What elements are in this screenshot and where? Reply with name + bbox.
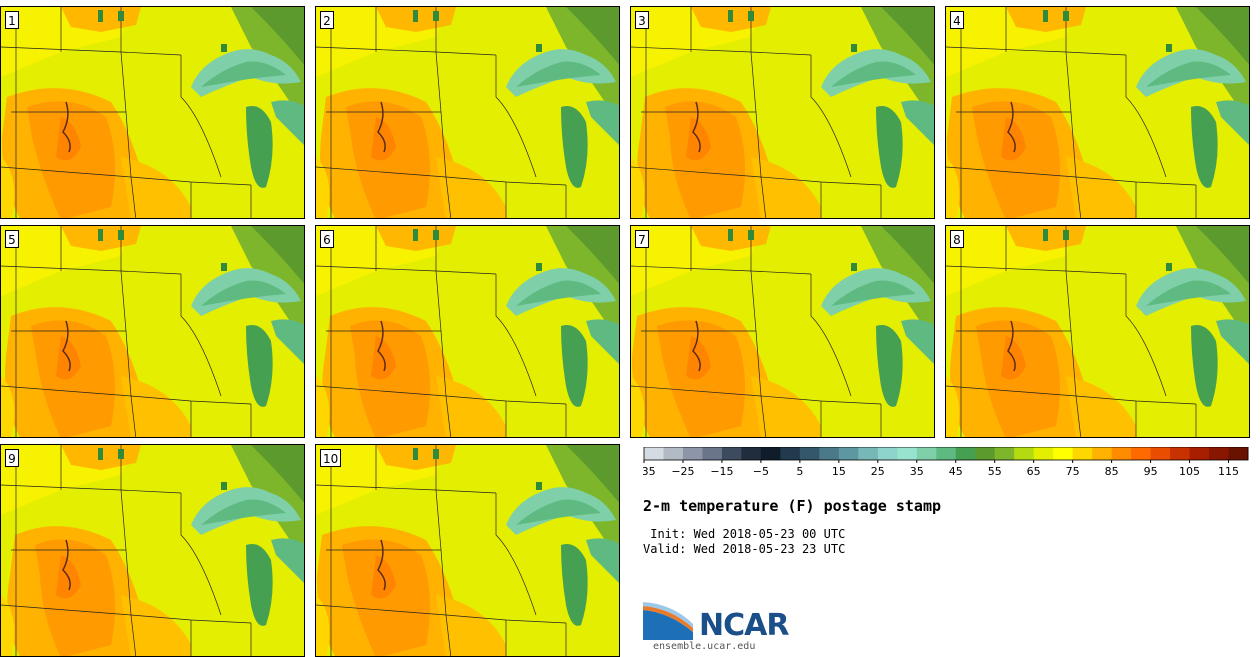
- colorbar-tick-label: 75: [1066, 465, 1080, 478]
- colorbar-tick-label: 85: [1105, 465, 1119, 478]
- colorbar-segment: [1131, 447, 1152, 460]
- panel-number: 9: [5, 449, 19, 467]
- colorbar-tick-label: 35: [910, 465, 924, 478]
- colorbar-tick-label: 55: [988, 465, 1002, 478]
- colorbar-segment: [1014, 447, 1035, 460]
- panel-number: 1: [5, 11, 19, 29]
- colorbar-segment: [780, 447, 801, 460]
- colorbar-tick-label: 5: [796, 465, 803, 478]
- chart-title: 2-m temperature (F) postage stamp: [643, 497, 942, 515]
- colorbar-segment: [1111, 447, 1132, 460]
- panel-number: 10: [320, 449, 342, 467]
- colorbar-segment: [799, 447, 820, 460]
- colorbar-segment: [916, 447, 937, 460]
- panel-number: 6: [320, 230, 334, 248]
- colorbar-tick-label: 95: [1144, 465, 1158, 478]
- init-time: Init: Wed 2018-05-23 00 UTC: [643, 527, 846, 541]
- colorbar-segment: [721, 447, 742, 460]
- colorbar-segment: [1209, 447, 1230, 460]
- panel-number: 2: [320, 11, 334, 29]
- colorbar-segment: [702, 447, 723, 460]
- ncar-logo-text: NCAR: [699, 608, 789, 643]
- colorbar-segment: [1170, 447, 1191, 460]
- colorbar-tick-label: 25: [871, 465, 885, 478]
- map-panel-3: 3: [630, 6, 935, 219]
- colorbar-tick-label: 65: [1027, 465, 1041, 478]
- map-panel-1: 1: [0, 6, 305, 219]
- colorbar-tick-label: 45: [949, 465, 963, 478]
- map-panel-6: 6: [315, 225, 620, 438]
- colorbar-tick-label: 115: [1218, 465, 1239, 478]
- panel-number: 8: [950, 230, 964, 248]
- colorbar-segment: [663, 447, 684, 460]
- colorbar-tick-label: 105: [1179, 465, 1200, 478]
- panel-number: 4: [950, 11, 964, 29]
- colorbar-segment: [1053, 447, 1074, 460]
- map-panel-7: 7: [630, 225, 935, 438]
- colorbar-segment: [858, 447, 879, 460]
- colorbar-segment: [1150, 447, 1171, 460]
- colorbar-segment: [741, 447, 762, 460]
- colorbar-segment: [760, 447, 781, 460]
- colorbar-tick-label: 15: [832, 465, 846, 478]
- colorbar-segment: [1072, 447, 1093, 460]
- colorbar-segment: [994, 447, 1015, 460]
- colorbar-segment: [644, 447, 664, 460]
- colorbar-segment: [877, 447, 898, 460]
- colorbar-segment: [1092, 447, 1113, 460]
- ncar-logo: NCAR ensemble.ucar.edu: [643, 600, 803, 655]
- map-panel-10: 10: [315, 444, 620, 657]
- colorbar-segment: [1228, 447, 1249, 460]
- ncar-swoosh-icon: [643, 602, 693, 640]
- logo-url: ensemble.ucar.edu: [653, 641, 756, 652]
- map-panel-4: 4: [945, 6, 1250, 219]
- map-panel-9: 9: [0, 444, 305, 657]
- colorbar-segment: [955, 447, 976, 460]
- map-panel-8: 8: [945, 225, 1250, 438]
- colorbar-segment: [819, 447, 840, 460]
- colorbar: −35 −25 −15 −5 5 15 25 35 45 55 65 75 85 95 105 115: [643, 447, 1249, 478]
- panel-number: 3: [635, 11, 649, 29]
- map-panel-2: 2: [315, 6, 620, 219]
- colorbar-border: [643, 447, 1249, 461]
- colorbar-tick-label: −25: [671, 465, 694, 478]
- colorbar-segment: [1189, 447, 1210, 460]
- panel-number: 5: [5, 230, 19, 248]
- valid-time: Valid: Wed 2018-05-23 23 UTC: [643, 542, 846, 556]
- colorbar-tick-label: −35: [643, 465, 656, 478]
- colorbar-tick-label: −15: [710, 465, 733, 478]
- map-panel-5: 5: [0, 225, 305, 438]
- colorbar-segment: [1033, 447, 1054, 460]
- panel-number: 7: [635, 230, 649, 248]
- colorbar-segment: [897, 447, 918, 460]
- colorbar-segment: [936, 447, 957, 460]
- colorbar-segment: [838, 447, 859, 460]
- colorbar-segment: [975, 447, 996, 460]
- colorbar-tick-label: −5: [753, 465, 769, 478]
- colorbar-segment: [682, 447, 703, 460]
